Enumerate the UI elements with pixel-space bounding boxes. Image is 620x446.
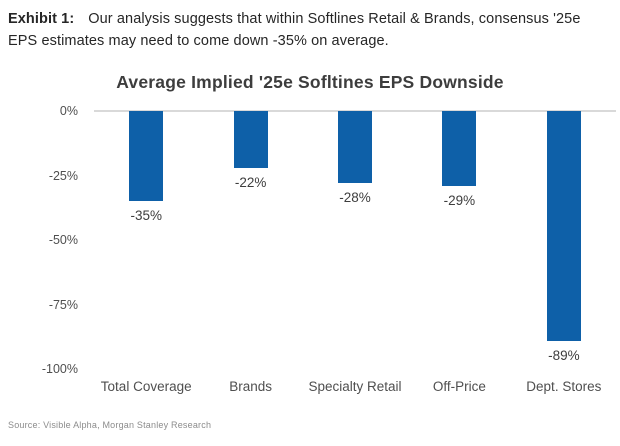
bar-dept-stores — [546, 111, 581, 341]
y-tick-label: -25% — [48, 168, 78, 183]
bar-value-label-off-price: -29% — [443, 192, 476, 208]
x-category-label-brands: Brands — [229, 379, 272, 394]
x-category-label-specialty-retail: Specialty Retail — [308, 379, 402, 394]
plot-area: -35% -22% -28% -29% -89% — [94, 110, 616, 369]
bar-slot-brands: -22% — [198, 111, 302, 369]
exhibit-caption-text: Our analysis suggests that within Softli… — [8, 11, 581, 49]
y-axis: 0% -25% -50% -75% -100% — [8, 104, 94, 376]
bar-value-label-dept-stores: -89% — [548, 347, 580, 363]
bar-value-label-brands: -22% — [234, 174, 267, 190]
x-category-label-dept-stores: Dept. Stores — [526, 379, 602, 394]
y-tick-label: -100% — [41, 362, 78, 376]
bar-off-price — [442, 111, 477, 186]
x-category-label-off-price: Off-Price — [432, 379, 486, 394]
source-note: Source: Visible Alpha, Morgan Stanley Re… — [8, 420, 212, 430]
y-tick-label: -75% — [48, 297, 78, 312]
bar-slot-total-coverage: -35% — [94, 111, 198, 369]
y-tick-label: 0% — [59, 104, 78, 118]
chart-title: Average Implied '25e Sofltines EPS Downs… — [116, 72, 504, 92]
bar-value-label-total-coverage: -35% — [130, 208, 162, 224]
x-axis: Total Coverage Brands Specialty Retail Off-… — [94, 379, 616, 394]
x-category-label-total-coverage: Total Coverage — [100, 379, 192, 394]
bar-slot-off-price: -29% — [407, 111, 511, 369]
bar-value-label-specialty-retail: -28% — [339, 190, 371, 206]
bar-total-coverage — [129, 111, 164, 202]
bar-brands — [233, 111, 268, 168]
y-tick-label: -50% — [48, 233, 78, 247]
chart-body: 0% -25% -50% -75% -100% -35% -22% -28% -29% -89% — [8, 104, 616, 376]
bar-slot-dept-stores: -89% — [512, 111, 616, 369]
eps-downside-bar-chart: Average Implied '25e Sofltines EPS Downs… — [8, 72, 616, 394]
exhibit-caption: Exhibit 1: Our analysis suggests that wit… — [8, 8, 612, 52]
bar-specialty-retail — [338, 111, 373, 184]
exhibit-number-label: Exhibit 1: — [8, 11, 75, 27]
bar-slot-specialty-retail: -28% — [303, 111, 407, 369]
